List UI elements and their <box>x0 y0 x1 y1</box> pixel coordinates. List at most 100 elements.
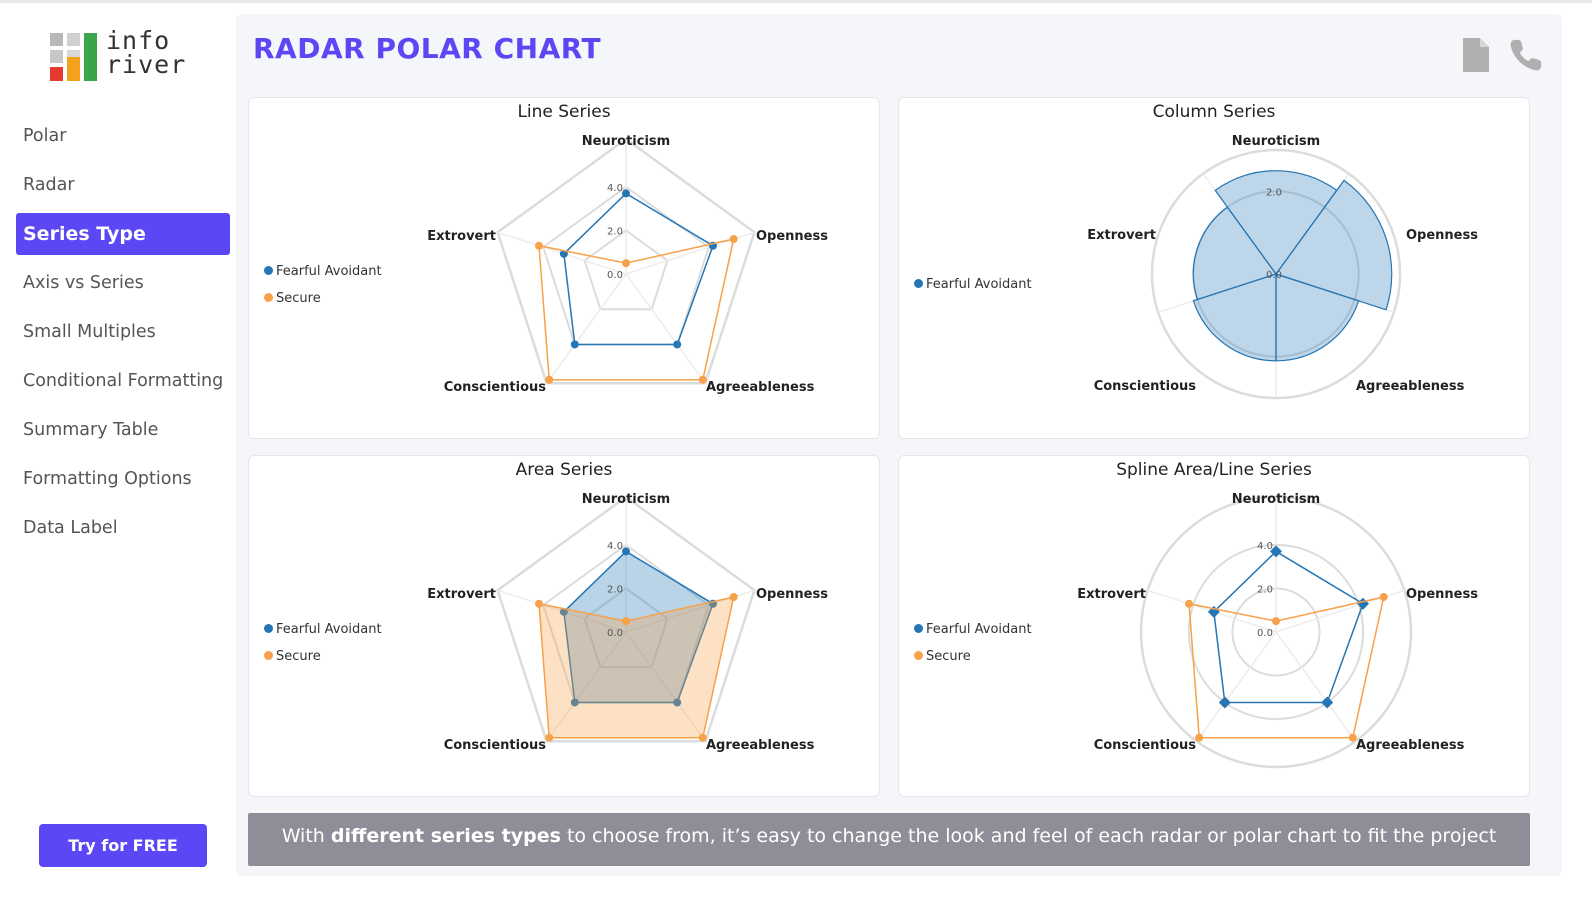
data-point <box>570 698 579 707</box>
document-icon[interactable] <box>1458 36 1494 74</box>
column-series-chart: 0.0 2.0 Neuroticism Openness Agreeableness Co… <box>1087 134 1478 400</box>
legend-item[interactable]: Fearful Avoidant <box>264 262 382 289</box>
category-label: Openness <box>1406 228 1478 243</box>
legend-item[interactable]: Secure <box>264 647 382 674</box>
grid-spoke <box>546 273 627 384</box>
legend-marker <box>264 293 273 302</box>
category-label: Openness <box>756 229 828 244</box>
series-line <box>538 596 735 739</box>
legend-item[interactable]: Secure <box>264 289 382 316</box>
chart-legend: Fearful Avoidant Secure <box>264 620 382 674</box>
series-line <box>538 238 735 381</box>
radial-tick-label: 4.0 <box>607 541 623 552</box>
chart-legend: Fearful Avoidant Secure <box>914 620 1032 674</box>
series-line <box>1188 596 1385 739</box>
phone-icon[interactable] <box>1508 36 1544 74</box>
radial-tick-label: 2.0 <box>1266 187 1282 198</box>
data-point <box>1218 696 1231 709</box>
radial-tick-label: 0.0 <box>1266 270 1282 281</box>
legend-marker <box>264 651 273 660</box>
grid-spoke <box>1275 631 1356 742</box>
logo-text: info river <box>106 26 187 79</box>
grid-spoke <box>625 631 706 742</box>
page-title: RADAR POLAR CHART <box>253 32 602 65</box>
sidebar-item-summary-table[interactable]: Summary Table <box>23 420 159 440</box>
data-point <box>673 340 682 349</box>
data-point <box>729 593 738 602</box>
grid-ring <box>496 137 756 385</box>
data-point <box>698 733 707 742</box>
main-panel: RADAR POLAR CHART Line Series 0.0 2.0 4.0 N… <box>236 14 1562 893</box>
category-label: Agreeableness <box>706 380 815 395</box>
category-label: Openness <box>756 587 828 602</box>
grid-spoke <box>546 631 627 742</box>
chart-card-line-series: Line Series 0.0 2.0 4.0 Neuroticism Openness… <box>248 97 880 439</box>
series-line <box>1213 550 1364 704</box>
data-point <box>535 599 544 608</box>
data-point <box>1195 733 1204 742</box>
sidebar-item-axis-vs-series[interactable]: Axis vs Series <box>23 273 144 293</box>
grid-spoke <box>1196 631 1277 742</box>
data-point <box>1185 599 1194 608</box>
column-wedge <box>1275 273 1360 362</box>
inforiver-logo[interactable]: info river <box>50 26 190 85</box>
legend-item[interactable]: Fearful Avoidant <box>914 620 1032 647</box>
legend-marker <box>914 624 923 633</box>
category-label: Neuroticism <box>582 134 670 149</box>
sidebar-item-formatting-options[interactable]: Formatting Options <box>23 469 192 489</box>
category-label: Conscientious <box>444 380 547 395</box>
sidebar-item-small-multiples[interactable]: Small Multiples <box>23 322 156 342</box>
radial-tick-label: 4.0 <box>1257 541 1273 552</box>
data-point <box>1348 733 1357 742</box>
category-label: Extrovert <box>427 229 496 244</box>
legend-marker <box>914 279 923 288</box>
chart-title: Column Series <box>1152 102 1276 122</box>
top-border <box>0 0 1592 3</box>
data-point <box>729 235 738 244</box>
data-point <box>1272 617 1280 626</box>
legend-item[interactable]: Fearful Avoidant <box>914 275 1032 302</box>
category-label: Conscientious <box>1094 738 1197 753</box>
data-point <box>535 241 544 250</box>
series-line <box>563 550 714 704</box>
category-label: Extrovert <box>1077 587 1146 602</box>
data-point <box>622 189 630 198</box>
legend-marker <box>264 624 273 633</box>
category-label: Conscientious <box>1094 379 1197 394</box>
category-label: Conscientious <box>444 738 547 753</box>
category-label: Agreeableness <box>706 738 815 753</box>
logo-mark-icon <box>50 33 97 81</box>
line-series-chart: 0.0 2.0 4.0 Neuroticism Openness Agreeablenes… <box>427 134 828 395</box>
radial-tick-label: 0.0 <box>607 628 623 639</box>
chart-legend: Fearful Avoidant Secure <box>264 262 382 316</box>
legend-item[interactable]: Secure <box>914 647 1032 674</box>
sidebar-item-series-type[interactable]: Series Type <box>16 213 230 255</box>
radial-tick-label: 0.0 <box>607 270 623 281</box>
radial-tick-label: 2.0 <box>607 226 623 237</box>
column-wedge <box>1214 170 1338 276</box>
column-wedge <box>1192 206 1277 301</box>
data-point <box>673 698 682 707</box>
footer-banner: With different series types to choose fr… <box>248 813 1530 893</box>
sidebar-item-radar[interactable]: Radar <box>23 175 75 195</box>
sidebar-item-data-label[interactable]: Data Label <box>23 518 118 538</box>
data-point <box>1379 593 1388 602</box>
category-label: Openness <box>1406 587 1478 602</box>
legend-marker <box>914 651 923 660</box>
radial-tick-label: 2.0 <box>607 584 623 595</box>
try-for-free-button[interactable]: Try for FREE <box>39 824 207 867</box>
radial-tick-label: 4.0 <box>607 183 623 194</box>
sidebar-item-polar[interactable]: Polar <box>23 126 67 146</box>
legend-item[interactable]: Fearful Avoidant <box>264 620 382 647</box>
chart-title: Area Series <box>515 460 613 480</box>
radial-tick-label: 2.0 <box>1257 584 1273 595</box>
data-point <box>570 340 579 349</box>
category-label: Agreeableness <box>1356 738 1465 753</box>
chart-card-area-series: Area Series 0.0 2.0 4.0 Neuroticism Openness… <box>248 455 880 797</box>
spline-series-chart: 0.0 2.0 4.0 Neuroticism Openness Agreeablenes… <box>1077 492 1478 769</box>
chart-card-column-series: Column Series 0.0 2.0 Neuroticism Openness A… <box>898 97 1530 439</box>
category-label: Neuroticism <box>582 492 670 507</box>
sidebar-item-conditional-formatting[interactable]: Conditional Formatting <box>23 371 224 391</box>
category-label: Extrovert <box>427 587 496 602</box>
data-point <box>622 617 630 626</box>
